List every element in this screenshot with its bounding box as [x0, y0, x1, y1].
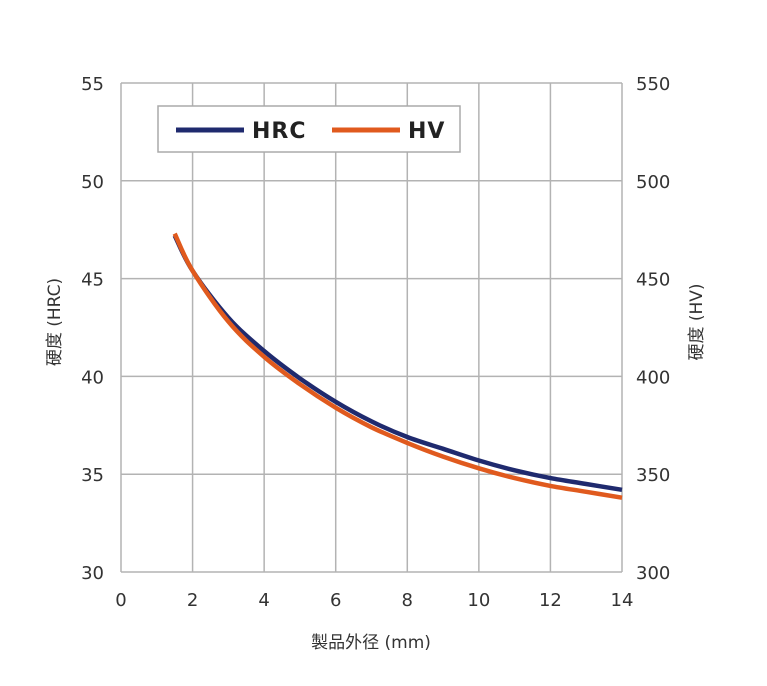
y2-tick-label: 400	[636, 367, 670, 388]
y-tick-label: 55	[81, 74, 104, 95]
y2-tick-label: 500	[636, 172, 670, 193]
y2-tick-label: 300	[636, 563, 670, 584]
series-lines	[172, 232, 623, 500]
y-tick-label: 35	[81, 465, 104, 486]
series-line-hrc	[172, 234, 623, 493]
x-axis-title: 製品外径 (mm)	[311, 633, 431, 653]
x-tick-label: 4	[258, 590, 269, 611]
legend-label-hv: HV	[408, 119, 445, 144]
x-tick-label: 8	[402, 590, 413, 611]
x-tick-label: 6	[330, 590, 341, 611]
grid	[120, 82, 623, 573]
y-tick-label: 45	[81, 270, 104, 291]
series-line-hv	[172, 232, 623, 500]
y2-tick-label: 550	[636, 74, 670, 95]
x-tick-label: 10	[467, 590, 490, 611]
y2-axis-title: 硬度 (HV)	[687, 283, 707, 360]
left-axis-ticks: 30 35 40 45 50 55	[81, 74, 104, 584]
y2-tick-label: 450	[636, 270, 670, 291]
right-axis-ticks: 300 350 400 450 500 550	[636, 74, 670, 584]
y-axis-title: 硬度 (HRC)	[45, 278, 65, 366]
x-axis-ticks: 0 2 4 6 8 10 12 14	[115, 590, 633, 611]
x-tick-label: 14	[611, 590, 634, 611]
legend: HRC HV	[157, 105, 461, 153]
x-tick-label: 12	[539, 590, 562, 611]
y-tick-label: 50	[81, 172, 104, 193]
legend-label-hrc: HRC	[252, 119, 307, 144]
y2-tick-label: 350	[636, 465, 670, 486]
x-tick-label: 2	[187, 590, 198, 611]
x-tick-label: 0	[115, 590, 126, 611]
y-tick-label: 30	[81, 563, 104, 584]
y-tick-label: 40	[81, 367, 104, 388]
